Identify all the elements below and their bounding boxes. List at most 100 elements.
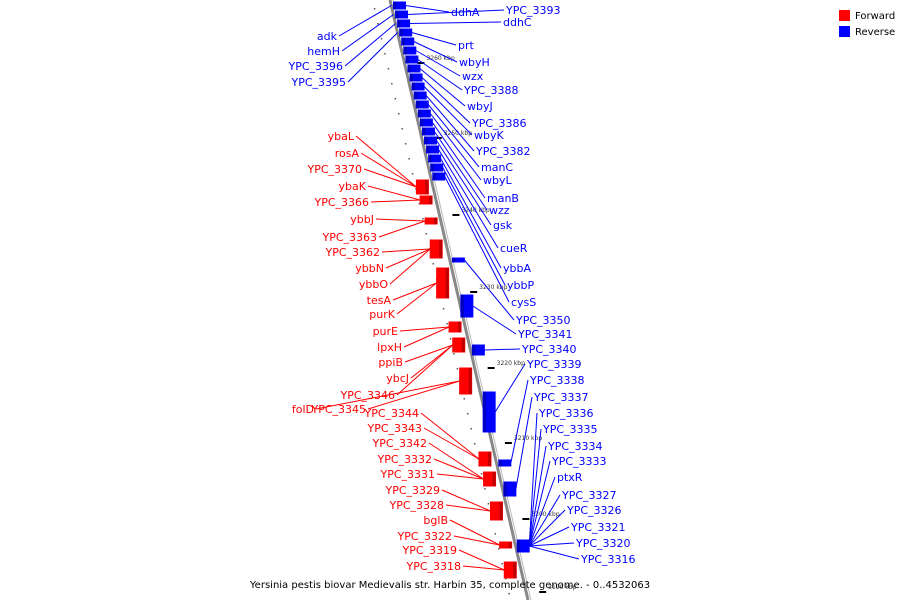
gene-label-ybbn[interactable]: ybbN bbox=[355, 262, 384, 275]
gene-label-ypc-3396[interactable]: YPC_3396 bbox=[287, 60, 343, 73]
gene-label-ypc-3332[interactable]: YPC_3332 bbox=[376, 453, 432, 466]
gene-label-ypc-3382[interactable]: YPC_3382 bbox=[475, 145, 531, 158]
leader-line bbox=[421, 77, 471, 124]
gene-label-ypc-3341[interactable]: YPC_3341 bbox=[517, 328, 573, 341]
minor-tick bbox=[384, 53, 386, 55]
gene-label-ypc-3343[interactable]: YPC_3343 bbox=[366, 422, 422, 435]
gene-label-purk[interactable]: purK bbox=[369, 308, 395, 321]
gene-label-ybbj[interactable]: ybbJ bbox=[350, 213, 374, 226]
gene-label-ypc-3329[interactable]: YPC_3329 bbox=[384, 484, 440, 497]
gene-label-ptxr[interactable]: ptxR bbox=[557, 471, 583, 484]
gene-label-manb[interactable]: manB bbox=[487, 192, 519, 205]
minor-tick bbox=[508, 593, 510, 595]
gene-label-bglb[interactable]: bglB bbox=[423, 514, 448, 527]
genome-axis bbox=[388, 0, 530, 600]
gene-label-manc[interactable]: manC bbox=[481, 161, 513, 174]
minor-tick bbox=[391, 83, 393, 85]
gene-label-ypc-3336[interactable]: YPC_3336 bbox=[538, 407, 594, 420]
gene-label-ypc-3320[interactable]: YPC_3320 bbox=[575, 537, 631, 550]
gene-label-wbyk[interactable]: wbyK bbox=[474, 129, 504, 142]
gene-label-ypc-3321[interactable]: YPC_3321 bbox=[570, 521, 626, 534]
leader-line bbox=[438, 149, 499, 249]
gene-label-ypc-3362[interactable]: YPC_3362 bbox=[324, 246, 380, 259]
gene-label-ypc-3342[interactable]: YPC_3342 bbox=[371, 437, 427, 450]
gene-label-ypc-3388[interactable]: YPC_3388 bbox=[463, 84, 519, 97]
leader-line bbox=[472, 305, 517, 335]
leader-line bbox=[441, 489, 491, 512]
gene-label-ybbo[interactable]: ybbO bbox=[359, 278, 388, 291]
gene-label-wbyh[interactable]: wbyH bbox=[459, 56, 490, 69]
gene-label-ypc-3344[interactable]: YPC_3344 bbox=[363, 407, 419, 420]
gene-label-ypc-3350[interactable]: YPC_3350 bbox=[515, 314, 571, 327]
gene-label-ppib[interactable]: ppiB bbox=[378, 356, 403, 369]
gene-label-ypc-3338[interactable]: YPC_3338 bbox=[529, 374, 585, 387]
leader-line bbox=[528, 460, 551, 547]
gene-label-ypc-3331[interactable]: YPC_3331 bbox=[379, 468, 435, 481]
leader-line bbox=[415, 50, 461, 77]
leader-line bbox=[442, 167, 506, 286]
gene-shade bbox=[499, 502, 503, 520]
gene-label-lpxh[interactable]: lpxH bbox=[377, 341, 402, 354]
gene-label-ypc-3322[interactable]: YPC_3322 bbox=[396, 530, 452, 543]
leader-line bbox=[431, 122, 486, 199]
gene-label-ybbp[interactable]: ybbP bbox=[507, 279, 534, 292]
gene-shade bbox=[414, 92, 418, 99]
gene-label-ypc-3339[interactable]: YPC_3339 bbox=[526, 358, 582, 371]
gene-label-prt[interactable]: prt bbox=[458, 39, 475, 52]
leader-line bbox=[429, 113, 482, 181]
minor-tick bbox=[484, 488, 486, 490]
leader-line bbox=[494, 363, 526, 413]
gene-shade bbox=[508, 542, 512, 548]
gene-label-ypc-3328[interactable]: YPC_3328 bbox=[388, 499, 444, 512]
leader-line bbox=[367, 185, 421, 201]
gene-label-ybba[interactable]: ybbA bbox=[503, 262, 531, 275]
leader-line bbox=[409, 21, 502, 24]
gene-label-gsk[interactable]: gsk bbox=[493, 219, 513, 232]
gene-label-ypc-3316[interactable]: YPC_3316 bbox=[580, 553, 636, 566]
gene-label-fold[interactable]: folD bbox=[292, 403, 314, 416]
gene-label-ypc-3334[interactable]: YPC_3334 bbox=[547, 440, 603, 453]
gene-label-ypc-3337[interactable]: YPC_3337 bbox=[533, 391, 589, 404]
leader-line bbox=[396, 282, 437, 315]
leader-line bbox=[392, 282, 437, 301]
gene-label-rosa[interactable]: rosA bbox=[335, 147, 360, 160]
gene-label-hemh[interactable]: hemH bbox=[307, 45, 340, 58]
minor-tick bbox=[470, 428, 472, 430]
gene-label-ddha[interactable]: ddhA bbox=[451, 6, 480, 19]
gene-shade bbox=[399, 29, 403, 36]
gene-label-ypc-3345[interactable]: YPC_3345 bbox=[310, 403, 366, 416]
gene-label-ddhc[interactable]: ddhC bbox=[503, 16, 532, 29]
gene-label-ypc-3326[interactable]: YPC_3326 bbox=[566, 504, 622, 517]
gene-label-ypc-3333[interactable]: YPC_3333 bbox=[551, 455, 607, 468]
gene-label-tesa[interactable]: tesA bbox=[367, 294, 392, 307]
gene-label-ybal[interactable]: ybaL bbox=[328, 130, 355, 143]
gene-label-adk[interactable]: adk bbox=[317, 30, 338, 43]
gene-label-ybcj[interactable]: ybcJ bbox=[386, 372, 409, 385]
gene-label-ybak[interactable]: ybaK bbox=[339, 180, 367, 193]
gene-label-ypc-3335[interactable]: YPC_3335 bbox=[542, 423, 598, 436]
gene-label-ypc-3363[interactable]: YPC_3363 bbox=[321, 231, 377, 244]
gene-label-wbyj[interactable]: wbyJ bbox=[467, 100, 493, 113]
minor-tick bbox=[504, 578, 507, 580]
gene-label-pure[interactable]: purE bbox=[373, 325, 398, 338]
gene-label-ypc-3395[interactable]: YPC_3395 bbox=[290, 76, 346, 89]
gene-label-ypc-3366[interactable]: YPC_3366 bbox=[313, 196, 369, 209]
gene-label-ypc-3318[interactable]: YPC_3318 bbox=[405, 560, 461, 573]
gene-label-ypc-3370[interactable]: YPC_3370 bbox=[306, 163, 362, 176]
leader-line bbox=[484, 348, 521, 351]
gene-label-ypc-3319[interactable]: YPC_3319 bbox=[401, 544, 457, 557]
gene-label-ypc-3340[interactable]: YPC_3340 bbox=[521, 343, 577, 356]
gene-label-ypc-3393[interactable]: YPC_3393 bbox=[505, 4, 561, 17]
gene-label-ypc-3346[interactable]: YPC_3346 bbox=[339, 389, 395, 402]
leader-line bbox=[315, 380, 460, 410]
gene-shade bbox=[483, 392, 487, 432]
gene-label-cuer[interactable]: cueR bbox=[500, 242, 528, 255]
gene-label-ypc-3386[interactable]: YPC_3386 bbox=[471, 117, 527, 130]
gene-shade bbox=[401, 38, 405, 45]
gene-label-wzx[interactable]: wzx bbox=[462, 70, 484, 83]
leader-line bbox=[510, 379, 529, 464]
gene-label-wzz[interactable]: wzz bbox=[489, 204, 510, 217]
gene-label-ypc-3327[interactable]: YPC_3327 bbox=[561, 489, 617, 502]
gene-label-wbyl[interactable]: wbyL bbox=[483, 174, 512, 187]
gene-label-cyss[interactable]: cysS bbox=[511, 296, 536, 309]
